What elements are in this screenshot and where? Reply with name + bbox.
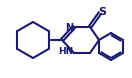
Text: S: S <box>98 7 106 17</box>
Text: N: N <box>65 23 73 33</box>
Text: HN: HN <box>58 48 73 56</box>
